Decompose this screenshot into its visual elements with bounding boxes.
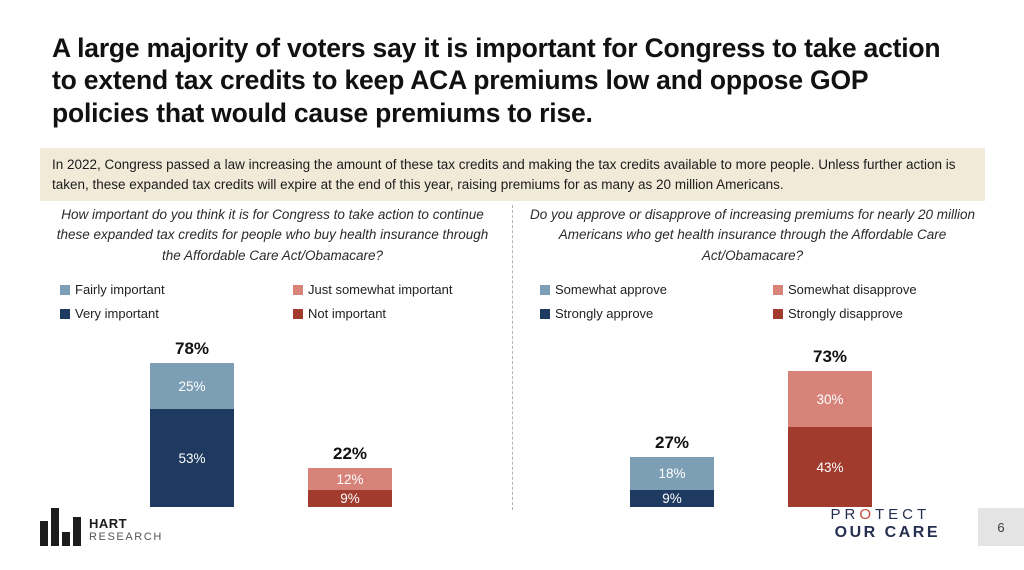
chart-question: Do you approve or disapprove of increasi… <box>530 207 975 263</box>
bar-segment: 18% <box>630 457 714 490</box>
protect-text-pre: PR <box>830 506 860 523</box>
bar-total-label: 73% <box>812 347 848 366</box>
context-note: In 2022, Congress passed a law increasin… <box>40 148 985 202</box>
bar-segment: 25% <box>150 363 234 409</box>
legend-item: Very important <box>60 306 293 321</box>
legend-swatch-icon <box>60 308 70 319</box>
chart-legend: Fairly important Just somewhat important V… <box>60 282 453 321</box>
legend-swatch-icon <box>773 284 783 295</box>
bar-group: 22% 12% 9% <box>308 444 392 507</box>
logo-bar <box>51 508 59 546</box>
bar-total-label: 27% <box>654 433 690 452</box>
stacked-bar: 12% 9% <box>308 468 392 507</box>
legend-label: Just somewhat important <box>308 282 453 297</box>
hart-logo-subtext: RESEARCH <box>89 531 163 543</box>
hart-logo-name: HART <box>89 516 128 531</box>
legend-swatch-icon <box>773 308 783 319</box>
importance-chart-panel: How important do you think it is for Con… <box>40 205 505 510</box>
slide-title: A large majority of voters say it is imp… <box>52 33 941 128</box>
bar-total-label: 22% <box>332 444 368 463</box>
legend-item: Strongly disapprove <box>773 306 917 321</box>
protect-text-post: TECT <box>875 506 931 523</box>
hart-logo-text: HART RESEARCH <box>89 516 163 546</box>
panel-divider <box>512 205 513 510</box>
bar-group: 27% 18% 9% <box>630 433 714 507</box>
stacked-bar: 18% 9% <box>630 457 714 507</box>
legend-item: Not important <box>293 306 453 321</box>
legend-swatch-icon <box>60 284 70 295</box>
bar-segment: 53% <box>150 409 234 507</box>
charts-row: How important do you think it is for Con… <box>40 205 985 510</box>
legend-label: Strongly approve <box>555 306 654 321</box>
legend-label: Strongly disapprove <box>788 306 903 321</box>
legend-item: Somewhat approve <box>540 282 773 297</box>
legend-swatch-icon <box>540 284 550 295</box>
chart-plot-area: 27% 18% 9% 73% 30% 43% <box>520 332 985 507</box>
protect-red-o: O <box>859 506 875 523</box>
protect-logo-line2: OUR CARE <box>834 524 940 541</box>
legend-swatch-icon <box>293 308 303 319</box>
chart-plot-area: 78% 25% 53% 22% 12% 9% <box>40 332 505 507</box>
bar-segment: 43% <box>788 427 872 507</box>
legend-label: Not important <box>308 306 387 321</box>
legend-item: Just somewhat important <box>293 282 453 297</box>
stacked-bar: 25% 53% <box>150 363 234 507</box>
legend-swatch-icon <box>293 284 303 295</box>
protect-our-care-logo: PROTECT OUR CARE <box>821 506 940 542</box>
legend-label: Very important <box>75 306 159 321</box>
chart-legend: Somewhat approve Somewhat disapprove Stron… <box>540 282 917 321</box>
bar-total-label: 78% <box>174 339 210 358</box>
logo-bar <box>62 532 70 546</box>
slide-footer: HART RESEARCH PROTECT OUR CARE 6 <box>40 506 1024 546</box>
page-number: 6 <box>978 508 1024 546</box>
approval-chart-panel: Do you approve or disapprove of increasi… <box>520 205 985 510</box>
logo-bar <box>73 517 81 546</box>
bar-segment: 12% <box>308 468 392 490</box>
hart-research-logo: HART RESEARCH <box>40 508 163 546</box>
legend-label: Somewhat approve <box>555 282 668 297</box>
logo-bar <box>40 521 48 546</box>
bar-segment: 9% <box>630 490 714 507</box>
legend-label: Fairly important <box>75 282 165 297</box>
bar-group: 73% 30% 43% <box>788 347 872 507</box>
legend-item: Fairly important <box>60 282 293 297</box>
legend-item: Somewhat disapprove <box>773 282 917 297</box>
stacked-bar: 30% 43% <box>788 371 872 507</box>
protect-logo-line1: PROTECT <box>821 506 940 523</box>
legend-label: Somewhat disapprove <box>788 282 917 297</box>
bar-chart-logo-icon <box>40 508 81 546</box>
legend-swatch-icon <box>540 308 550 319</box>
chart-question: How important do you think it is for Con… <box>56 207 489 263</box>
bar-segment: 9% <box>308 490 392 507</box>
bar-segment: 30% <box>788 371 872 427</box>
bar-group: 78% 25% 53% <box>150 339 234 507</box>
legend-item: Strongly approve <box>540 306 773 321</box>
